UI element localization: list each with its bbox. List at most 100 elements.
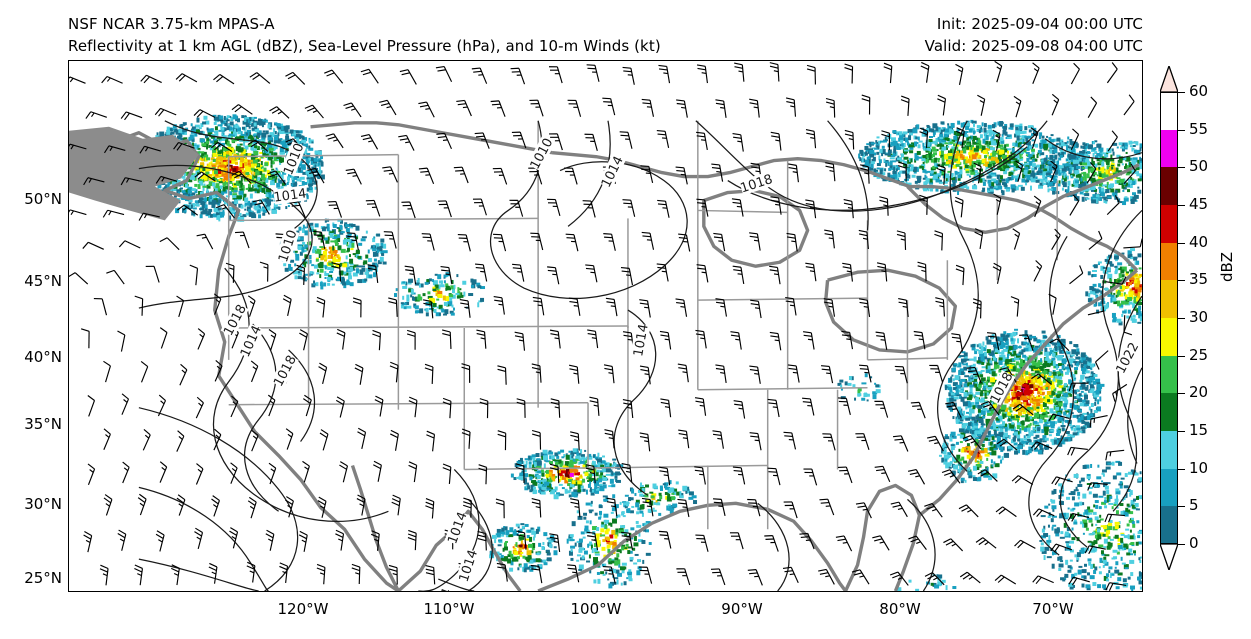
wind-barb [767, 398, 780, 418]
reflectivity-colorbar [1160, 92, 1178, 544]
wind-barb [894, 365, 908, 384]
wind-barb [696, 198, 709, 217]
lat-tick-50: 50°N [24, 190, 62, 208]
wind-barb [565, 233, 579, 252]
isobar-13 [467, 498, 493, 591]
wind-barb [874, 465, 891, 483]
wind-barb [285, 428, 294, 450]
wind-barb [656, 130, 670, 148]
wind-barb [159, 461, 168, 483]
state-border-2 [228, 217, 539, 222]
colorbar-tick-label-20: 20 [1189, 383, 1209, 402]
wind-barb [783, 431, 797, 450]
wind-barb [327, 200, 343, 218]
echo-ohio-valley [837, 373, 881, 402]
colorbar-tick-30 [1178, 318, 1185, 319]
title-line-1: NSF NCAR 3.75-km MPAS-A [68, 15, 275, 33]
wind-barb [782, 566, 799, 584]
wind-barb [352, 297, 362, 318]
isobar-10 [138, 486, 269, 591]
wind-barb [564, 167, 578, 185]
wind-barb [155, 530, 165, 552]
colorbar-tick-40 [1178, 242, 1185, 244]
wind-barb [189, 264, 199, 286]
wind-barb [372, 329, 381, 351]
wind-barb [822, 433, 836, 451]
isobar-label-halo-1 [598, 154, 626, 190]
colorbar-tick-45 [1178, 205, 1185, 206]
isobar-label-1018-13: 1018 [195, 589, 231, 591]
wind-barb [87, 463, 96, 486]
wind-barb [408, 461, 418, 483]
wind-barb [874, 400, 889, 418]
wind-barb [1033, 195, 1042, 218]
wind-barb [734, 62, 745, 82]
wind-barb [622, 199, 636, 217]
wind-barb [302, 460, 310, 483]
colorbar-tick-50 [1178, 167, 1185, 169]
wind-barb [1104, 513, 1126, 523]
wind-barb [992, 262, 1002, 284]
wind-barb [696, 264, 709, 283]
lat-tick-45: 45°N [24, 272, 62, 290]
wind-barb [390, 429, 399, 451]
isobar-label-1014-9: 1014 [631, 323, 652, 358]
wind-barb [570, 498, 581, 518]
wind-barb [285, 71, 306, 85]
wind-barb [913, 330, 926, 350]
wind-barb [641, 231, 655, 250]
wind-barb [1012, 403, 1034, 416]
echo-south-texas [566, 494, 652, 589]
wind-barb [515, 463, 525, 484]
wind-barb [749, 98, 760, 118]
wind-barb [1010, 296, 1020, 317]
colorbar-tick-label-60: 60 [1189, 82, 1209, 100]
echo-new-england [1085, 248, 1142, 326]
wind-barb [712, 498, 726, 517]
wind-barb [247, 496, 257, 519]
wind-barb [639, 299, 651, 318]
wind-barb [83, 177, 105, 186]
wind-barb [531, 363, 542, 383]
wind-barb [675, 298, 688, 317]
wind-barb [1087, 306, 1105, 316]
wind-barb [605, 297, 618, 317]
wind-barb [388, 564, 398, 585]
wind-barb [1105, 449, 1125, 461]
wind-barb [307, 167, 325, 184]
wind-barb [875, 331, 888, 350]
isobar-20 [1127, 367, 1142, 464]
wind-barb [426, 430, 436, 452]
isobar-4 [695, 120, 1048, 212]
wind-barb [586, 64, 600, 82]
wind-barb [335, 529, 345, 551]
lon-tick-110: 110°W [423, 600, 475, 618]
colorbar-tick-0 [1178, 544, 1185, 545]
wind-barb [677, 363, 689, 383]
wind-barb [1112, 383, 1128, 402]
wind-barb [530, 232, 544, 251]
wind-barb [872, 535, 890, 551]
wind-barb [824, 229, 835, 249]
isobar-label-halo-9 [630, 323, 651, 358]
colorbar-tick-5 [1178, 506, 1185, 508]
wind-barb [106, 269, 125, 285]
wind-barb [732, 466, 746, 485]
wind-barb [566, 564, 580, 583]
wind-barb [937, 94, 947, 116]
wind-barb [319, 429, 329, 451]
isobar-label-1014-5: 1014 [273, 186, 308, 205]
wind-barb [103, 494, 113, 516]
wind-barb [478, 464, 488, 485]
wind-barb [603, 364, 615, 384]
colorbar-tick-60 [1178, 92, 1185, 93]
wind-barb [139, 145, 161, 154]
wind-barb [461, 428, 471, 449]
wind-barb [805, 128, 817, 149]
state-border-14 [464, 466, 628, 471]
wind-barb [331, 262, 342, 282]
wind-barb [476, 329, 487, 349]
lon-tick-100: 100°W [570, 600, 622, 618]
state-border-7 [228, 325, 628, 329]
wind-barb [890, 501, 908, 518]
